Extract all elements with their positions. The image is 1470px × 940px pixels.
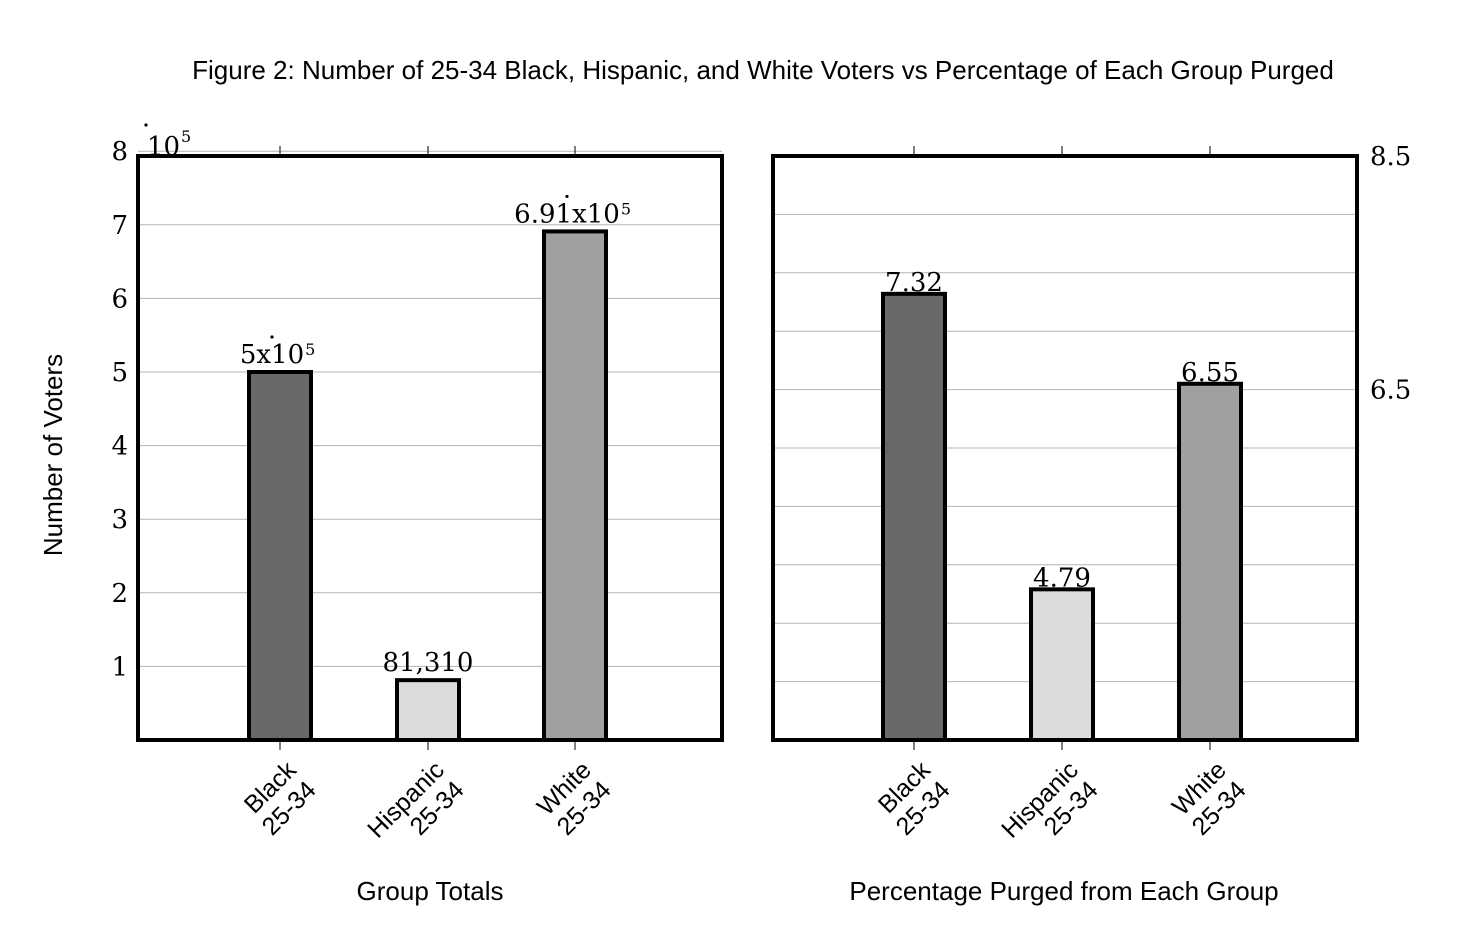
left-data-label-exponent-1: 5 (305, 340, 315, 359)
left-bar-3 (542, 229, 608, 742)
left-y-tick-label: 1 (111, 652, 128, 682)
left-data-label-3: 6.91x10 (514, 199, 620, 229)
figure-title: Figure 2: Number of 25-34 Black, Hispani… (192, 55, 1334, 85)
y-multiplier-exponent: 5 (181, 127, 191, 146)
right-y-tick-label: 8.5 (1370, 142, 1411, 172)
left-y-tick-label: 7 (111, 211, 128, 241)
left-bar-2 (395, 678, 461, 742)
left-data-label-1: 5x10 (240, 340, 304, 370)
left-data-label-exponent-3: 5 (621, 199, 631, 218)
right-bar-2 (1029, 587, 1095, 742)
right-y-tick-label: 6.5 (1370, 376, 1411, 406)
left-data-label-dot-1 (270, 335, 274, 339)
left-data-label-2: 81,310 (383, 648, 474, 678)
left-y-tick-label: 8 (111, 137, 128, 167)
right-data-label-3: 6.55 (1181, 358, 1239, 388)
right-x-axis-title: Percentage Purged from Each Group (849, 876, 1278, 906)
left-bar-1 (247, 370, 313, 742)
right-bar-3 (1177, 381, 1243, 742)
left-plot-frame (136, 154, 724, 742)
left-y-tick-label: 2 (111, 579, 128, 609)
left-y-tick-label: 6 (111, 284, 128, 314)
left-x-axis-title: Group Totals (357, 876, 504, 906)
right-bar-1 (881, 291, 947, 742)
right-data-label-1: 7.32 (885, 268, 943, 298)
left-y-tick-label: 4 (111, 432, 128, 462)
y-multiplier-base: 10 (147, 132, 180, 162)
left-data-label-dot-3 (565, 194, 569, 199)
left-y-tick-label: 3 (111, 505, 128, 535)
right-plot-frame (771, 154, 1359, 742)
right-data-label-2: 4.79 (1033, 563, 1091, 593)
left-y-axis-title: Number of Voters (38, 354, 68, 556)
multiplier-dot (144, 123, 148, 127)
left-y-tick-label: 5 (111, 358, 128, 388)
